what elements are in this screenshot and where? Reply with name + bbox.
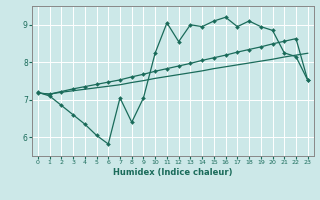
X-axis label: Humidex (Indice chaleur): Humidex (Indice chaleur) [113,168,233,177]
